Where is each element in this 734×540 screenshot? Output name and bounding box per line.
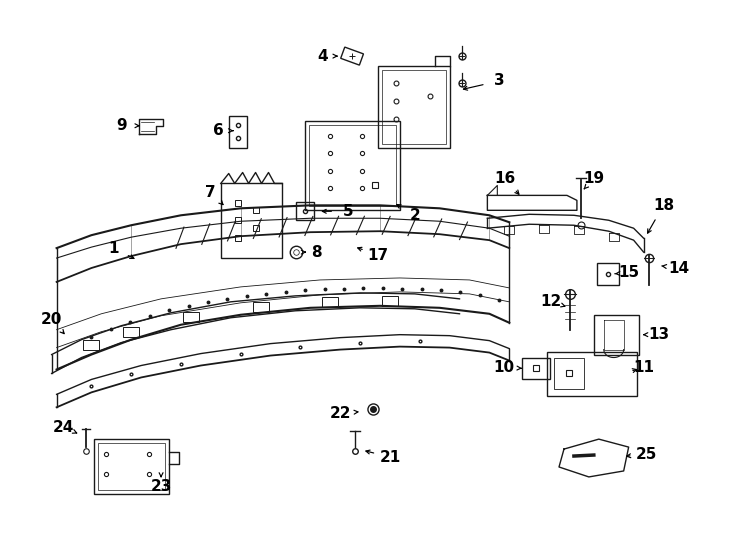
Bar bbox=[309, 125, 396, 206]
Bar bbox=[183, 313, 199, 322]
Bar bbox=[229, 116, 247, 147]
Bar bbox=[594, 315, 639, 355]
Bar bbox=[98, 443, 165, 490]
Text: 8: 8 bbox=[311, 245, 321, 260]
Bar bbox=[221, 184, 283, 258]
Text: 6: 6 bbox=[214, 123, 224, 138]
Bar bbox=[382, 70, 446, 144]
Bar bbox=[305, 121, 400, 210]
Text: 5: 5 bbox=[343, 204, 353, 219]
Text: 25: 25 bbox=[636, 447, 657, 462]
Text: 2: 2 bbox=[410, 208, 420, 223]
Bar bbox=[378, 66, 449, 147]
Text: 23: 23 bbox=[150, 480, 172, 495]
Bar bbox=[123, 327, 139, 336]
Bar bbox=[547, 352, 636, 396]
Text: 14: 14 bbox=[668, 260, 689, 275]
Text: 22: 22 bbox=[330, 406, 351, 421]
Bar bbox=[84, 340, 99, 350]
Text: 17: 17 bbox=[368, 247, 388, 262]
Bar bbox=[252, 302, 269, 312]
Bar bbox=[95, 439, 169, 494]
Text: 19: 19 bbox=[584, 171, 604, 186]
Text: 24: 24 bbox=[53, 420, 74, 435]
Bar bbox=[297, 202, 314, 220]
Text: 10: 10 bbox=[494, 360, 515, 375]
Text: 16: 16 bbox=[495, 171, 516, 186]
Bar bbox=[554, 357, 584, 389]
Text: 21: 21 bbox=[379, 449, 401, 464]
Text: 18: 18 bbox=[653, 198, 674, 213]
Bar bbox=[597, 263, 619, 285]
Text: 15: 15 bbox=[618, 266, 639, 280]
Text: 9: 9 bbox=[116, 118, 126, 133]
Text: 20: 20 bbox=[41, 312, 62, 327]
Text: 12: 12 bbox=[540, 294, 562, 309]
Text: 13: 13 bbox=[648, 327, 669, 342]
Text: 3: 3 bbox=[494, 73, 505, 89]
Text: 7: 7 bbox=[206, 185, 216, 200]
Bar bbox=[382, 296, 398, 306]
Bar bbox=[522, 357, 550, 380]
Text: 1: 1 bbox=[108, 241, 119, 255]
Text: 11: 11 bbox=[633, 360, 654, 375]
Text: 4: 4 bbox=[317, 49, 327, 64]
Bar bbox=[322, 297, 338, 307]
